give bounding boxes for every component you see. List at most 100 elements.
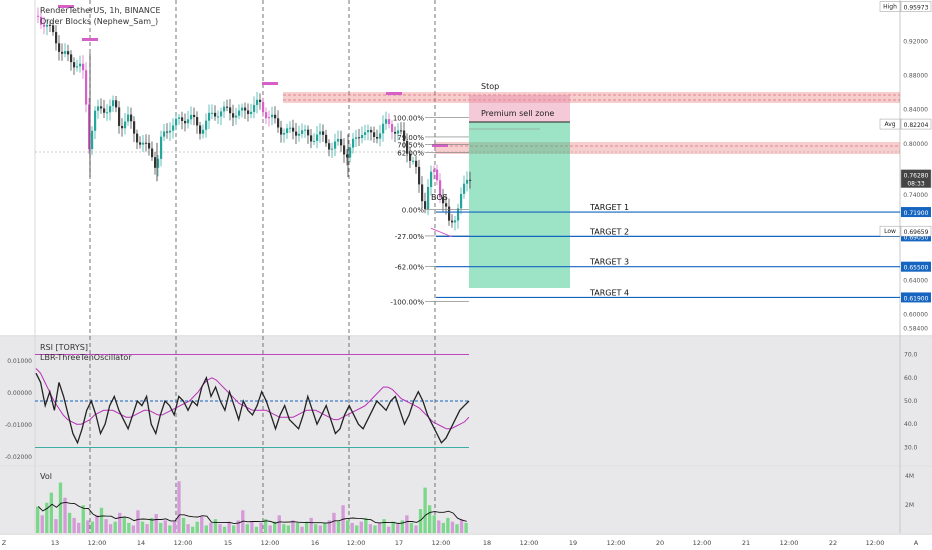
candle-body xyxy=(439,180,442,198)
volume-bar xyxy=(49,492,54,533)
volume-bar xyxy=(400,520,404,533)
candle-body xyxy=(64,51,67,54)
time-tick: 12:00 xyxy=(174,539,193,547)
candle-body xyxy=(172,125,175,131)
volume-bar xyxy=(159,522,163,533)
volume-bar xyxy=(177,481,181,533)
volume-bar xyxy=(54,519,58,533)
fib-label: -62.00% xyxy=(395,264,425,272)
price-badge xyxy=(900,1,932,12)
badge-tag-label: High xyxy=(883,3,897,10)
volume-bar xyxy=(464,522,468,533)
candle-body xyxy=(469,179,472,181)
stop-label: Stop xyxy=(481,82,499,91)
volume-bar xyxy=(168,525,172,533)
price-badge-value: 0.76280 xyxy=(904,173,929,180)
candle-body xyxy=(301,130,304,134)
volume-bar xyxy=(359,521,363,533)
candle-body xyxy=(295,131,298,136)
rsi-tick: 40.0 xyxy=(904,421,918,428)
candles-layer[interactable] xyxy=(37,5,472,231)
candle-body xyxy=(226,106,229,108)
candle-body xyxy=(43,24,46,27)
candle-body xyxy=(136,133,139,143)
fib-label: 70.50% xyxy=(397,142,424,150)
volume-bar xyxy=(455,524,459,533)
price-tick: 0.88000 xyxy=(903,73,928,80)
volume-bar xyxy=(77,522,81,533)
price-tick: 0.84000 xyxy=(903,107,928,114)
premium-zone-label: Premium sell zone xyxy=(481,109,554,118)
volume-bar xyxy=(309,517,313,533)
price-tick: 0.74000 xyxy=(903,192,928,199)
volume-bar xyxy=(268,525,272,533)
candle-body xyxy=(163,131,166,137)
volume-tick: 4M xyxy=(905,473,914,480)
candle-body xyxy=(292,127,295,132)
volume-bar xyxy=(304,521,309,533)
candle-body xyxy=(412,160,415,162)
volume-bar xyxy=(409,522,414,533)
vol-title: Vol xyxy=(40,472,52,481)
text-layer: RenderTetherUS, 1h, BINANCE Order Blocks… xyxy=(40,6,554,481)
candle-body xyxy=(217,116,220,118)
volume-bar xyxy=(127,522,131,533)
osc-tick: 0.00000 xyxy=(7,390,32,397)
volume-bar xyxy=(154,514,158,533)
volume-bar xyxy=(118,512,122,533)
volume-bar xyxy=(149,517,154,533)
volume-bar xyxy=(122,517,126,533)
volume-bar xyxy=(250,521,254,533)
price-badge-sub: 08:33 xyxy=(907,181,924,188)
time-tick: 12:00 xyxy=(261,539,280,547)
candle-body xyxy=(415,160,418,167)
target-badge xyxy=(901,261,931,272)
volume-bar xyxy=(423,487,427,533)
candle-body xyxy=(286,128,289,134)
candle-body xyxy=(178,117,181,119)
candle-body xyxy=(352,138,355,148)
time-tick: 17 xyxy=(395,539,403,547)
stop-zone xyxy=(469,95,570,122)
candle-body xyxy=(229,107,232,114)
volume-bar xyxy=(181,517,186,533)
candle-body xyxy=(175,118,178,126)
price-badge-value: 0.82204 xyxy=(904,122,929,129)
volume-bar xyxy=(131,525,136,533)
volume-bar xyxy=(286,525,291,533)
volume-bar xyxy=(386,526,391,533)
time-tick: 12:00 xyxy=(607,539,626,547)
time-tick: 16 xyxy=(311,539,319,547)
candle-body xyxy=(88,104,91,150)
candle-body xyxy=(421,184,424,202)
volume-bar xyxy=(222,526,227,533)
time-tick: 21 xyxy=(742,539,750,547)
target-badge-value: 0.65500 xyxy=(904,265,929,272)
candle-body xyxy=(154,157,157,168)
candle-body xyxy=(103,108,106,113)
volume-bar xyxy=(382,519,386,533)
candle-body xyxy=(460,193,463,209)
candle-body xyxy=(361,134,364,138)
volume-bar xyxy=(345,520,350,533)
candle-body xyxy=(424,201,427,209)
candle-body xyxy=(331,148,334,150)
candle-body xyxy=(160,136,163,159)
osc-tick: 0.01000 xyxy=(7,358,32,365)
candle-body xyxy=(364,132,367,135)
time-tick: 12:00 xyxy=(693,539,712,547)
candle-body xyxy=(406,141,409,154)
volume-bar xyxy=(58,482,63,533)
volume-bar xyxy=(441,522,446,533)
time-tick: 12:00 xyxy=(780,539,799,547)
volume-bar xyxy=(405,515,409,533)
fib-label: 62.00% xyxy=(397,149,424,157)
candle-body xyxy=(151,148,154,158)
volume-bar xyxy=(231,525,236,533)
candle-body xyxy=(127,114,130,122)
candle-body xyxy=(313,140,316,142)
candle-body xyxy=(337,139,340,142)
price-tick: 0.60000 xyxy=(903,312,928,319)
candle-body xyxy=(124,121,127,129)
candle-body xyxy=(334,141,337,149)
